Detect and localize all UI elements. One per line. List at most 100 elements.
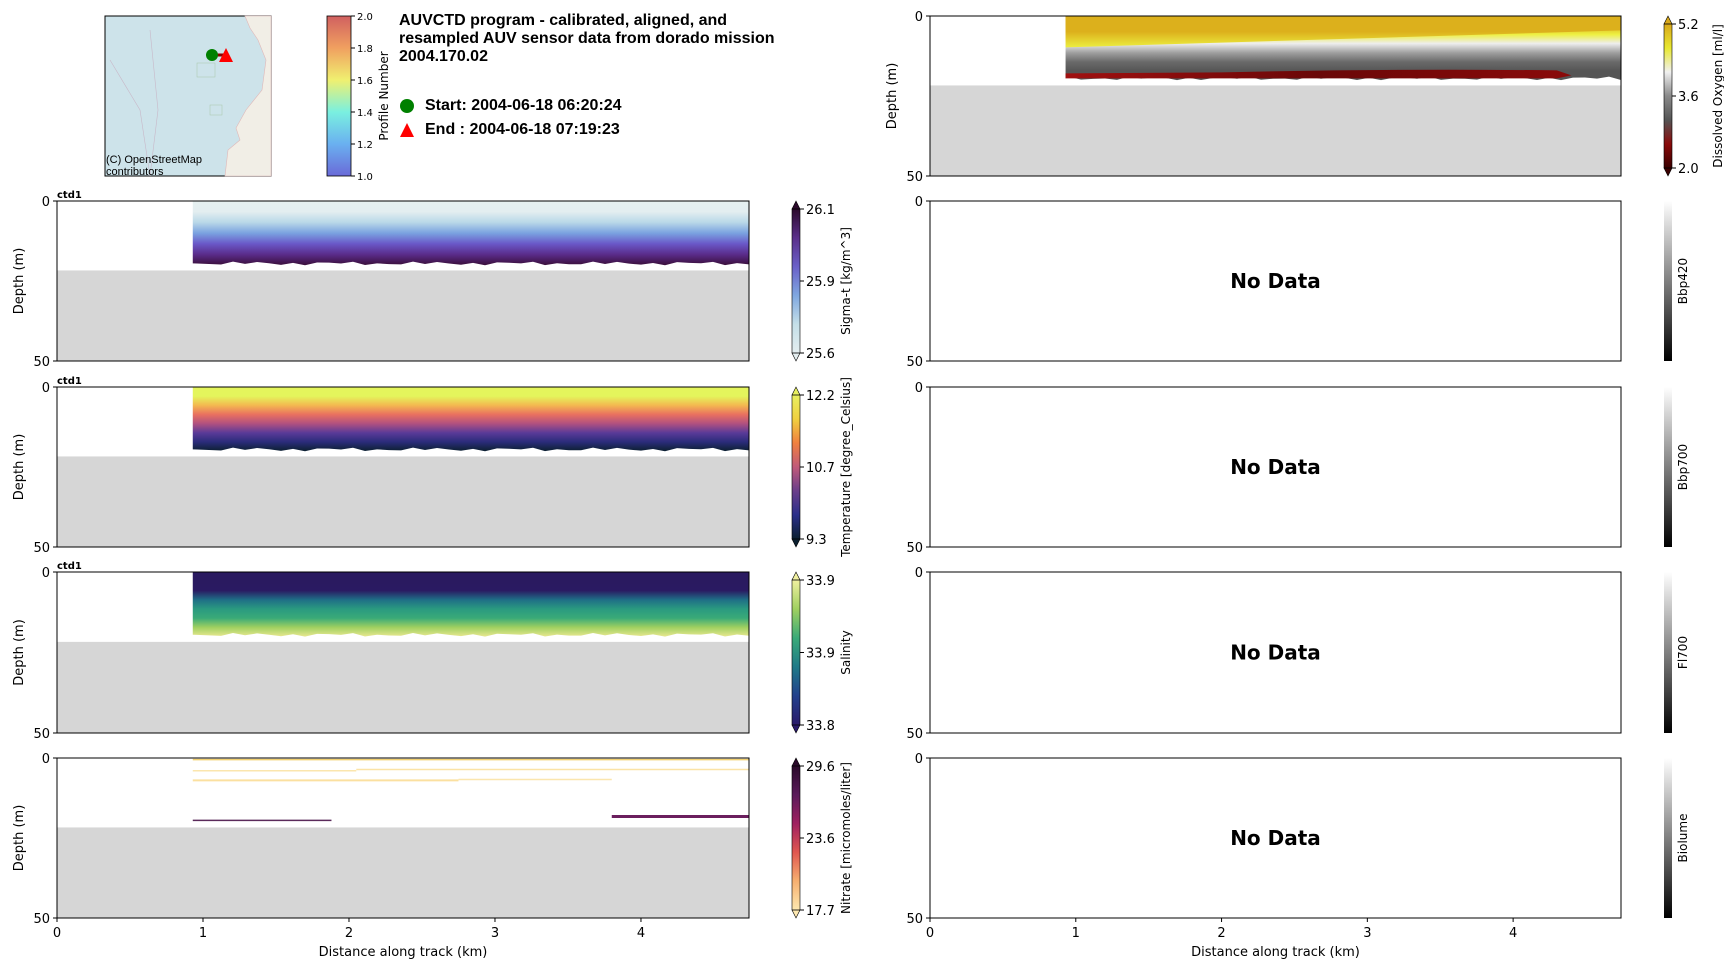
x-tick-label: 2 [345, 926, 353, 941]
axes-frame [929, 200, 1622, 362]
map-inset: (C) OpenStreetMap contributors [104, 15, 272, 178]
panel-tag: ctd1 [57, 376, 82, 387]
colorbar-biolume [1664, 758, 1672, 918]
colorbar-extend-max [791, 757, 801, 767]
y-axis-label: Depth (m) [885, 63, 900, 130]
no-data-label: No Data [1230, 455, 1321, 479]
data-field [192, 201, 749, 266]
profile-colorbar-tick: 1.6 [357, 76, 373, 87]
legend-start: Start: 2004-06-18 06:20:24 [399, 97, 622, 115]
profile-colorbar-bar [326, 15, 352, 177]
x-tick-label: 4 [637, 926, 645, 941]
x-tick-label: 0 [926, 926, 934, 941]
y-tick-label: 50 [906, 727, 923, 742]
colorbar-extend-min [791, 909, 801, 919]
x-tick-label: 2 [1217, 926, 1225, 941]
profile-number-colorbar: 1.0 1.2 1.4 1.6 1.8 2.0 Profile Number [326, 12, 391, 183]
y-tick-label: 0 [915, 10, 923, 25]
colorbar-label: Salinity [839, 630, 853, 674]
colorbar-tick-label: 12.2 [806, 389, 835, 404]
y-axis-label: Depth (m) [12, 619, 27, 686]
colorbar-tick-label: 33.9 [806, 574, 835, 589]
colorbar-nitrate [792, 766, 800, 910]
y-tick-label: 0 [915, 195, 923, 210]
colorbar-sigmat [792, 209, 800, 353]
colorbar-label: Sigma-t [kg/m^3] [839, 227, 853, 335]
colorbar-extend-min [791, 724, 801, 734]
y-tick-label: 50 [906, 541, 923, 556]
colorbar-extend-max [1663, 15, 1673, 25]
profile-colorbar-label: Profile Number [377, 51, 391, 140]
profile-colorbar-tick: 1.4 [357, 108, 373, 119]
x-tick-label: 1 [199, 926, 207, 941]
map-attribution-1: (C) OpenStreetMap [106, 154, 202, 166]
seafloor-area [57, 641, 749, 733]
legend-end: End : 2004-06-18 07:19:23 [399, 121, 620, 139]
colorbar-label: Bbp420 [1676, 258, 1690, 304]
colorbar-extend-max [791, 386, 801, 396]
y-axis-label: Depth (m) [12, 805, 27, 872]
x-tick-label: 3 [1363, 926, 1371, 941]
x-tick-label: 0 [53, 926, 61, 941]
axes-frame [929, 757, 1622, 919]
colorbar-oxygen [1664, 24, 1672, 168]
colorbar-label: Bbp700 [1676, 444, 1690, 490]
y-tick-label: 0 [915, 566, 923, 581]
y-tick-label: 50 [33, 541, 50, 556]
colorbar-tick-label: 33.9 [806, 647, 835, 662]
colorbar-bbp700 [1664, 387, 1672, 547]
axes-frame [56, 571, 750, 734]
y-axis-label: Depth (m) [12, 248, 27, 315]
panel-oxygen: 0 50 Depth (m) 2.0 3.6 5.2 Dissolved Oxygen [m… [885, 10, 1724, 185]
red-triangle-icon [400, 123, 414, 137]
end-label: End : 2004-06-18 07:19:23 [425, 121, 620, 138]
data-field [192, 387, 749, 452]
colorbar-tick-label: 25.9 [806, 275, 835, 290]
axes-frame [929, 15, 1622, 177]
colorbar-extend-min [791, 538, 801, 548]
y-axis-label: Depth (m) [12, 434, 27, 501]
y-tick-label: 50 [33, 727, 50, 742]
colorbar-bbp420 [1664, 201, 1672, 361]
y-tick-label: 50 [906, 170, 923, 185]
profile-colorbar-tick: 1.2 [357, 140, 373, 151]
coastline [224, 15, 272, 177]
colorbar-tick-label: 2.0 [1678, 162, 1699, 177]
colorbar-label: Nitrate [micromoles/liter] [839, 762, 853, 914]
map-attribution-2: contributors [106, 166, 164, 178]
seafloor-area [57, 827, 749, 918]
y-tick-label: 0 [915, 752, 923, 767]
colorbar-label: Fl700 [1676, 636, 1690, 669]
panel-fl700: No Data 0 50 Fl700 [906, 566, 1690, 742]
panel-sigmat: ctd1 0 50 Depth (m) 25.6 25.9 26.1 Sigma-t [kg/… [12, 190, 853, 370]
colorbar-fl700 [1664, 572, 1672, 733]
green-circle-icon [400, 99, 414, 113]
profile-colorbar-tick: 1.0 [357, 172, 373, 183]
colorbar-tick-label: 10.7 [806, 461, 835, 476]
colorbar-tick-label: 9.3 [806, 533, 827, 548]
profile-colorbar-tick: 2.0 [357, 12, 373, 23]
axes-frame [929, 571, 1622, 734]
start-marker [206, 49, 218, 61]
axes-frame [929, 386, 1622, 548]
y-tick-label: 50 [33, 355, 50, 370]
page-title: AUVCTD program - calibrated, aligned, an… [399, 12, 775, 65]
colorbar-label: Temperature [degree_Celsius] [839, 377, 853, 558]
high-oxygen-layer [1065, 16, 1621, 48]
colorbar-label: Dissolved Oxygen [ml/l] [1711, 24, 1724, 168]
y-tick-label: 50 [906, 355, 923, 370]
colorbar-tick-label: 25.6 [806, 347, 835, 362]
seafloor-area [57, 456, 749, 547]
axes-frame [56, 757, 750, 919]
panel-tag: ctd1 [57, 190, 82, 201]
y-tick-label: 0 [42, 195, 50, 210]
no-data-label: No Data [1230, 826, 1321, 850]
y-tick-label: 50 [33, 912, 50, 927]
x-axis-label: Distance along track (km) [319, 945, 488, 960]
panel-salinity: ctd1 0 50 Depth (m) 33.8 33.9 33.9 Salinity [12, 561, 853, 742]
colorbar-tick-label: 29.6 [806, 760, 835, 775]
end-marker [219, 48, 233, 62]
